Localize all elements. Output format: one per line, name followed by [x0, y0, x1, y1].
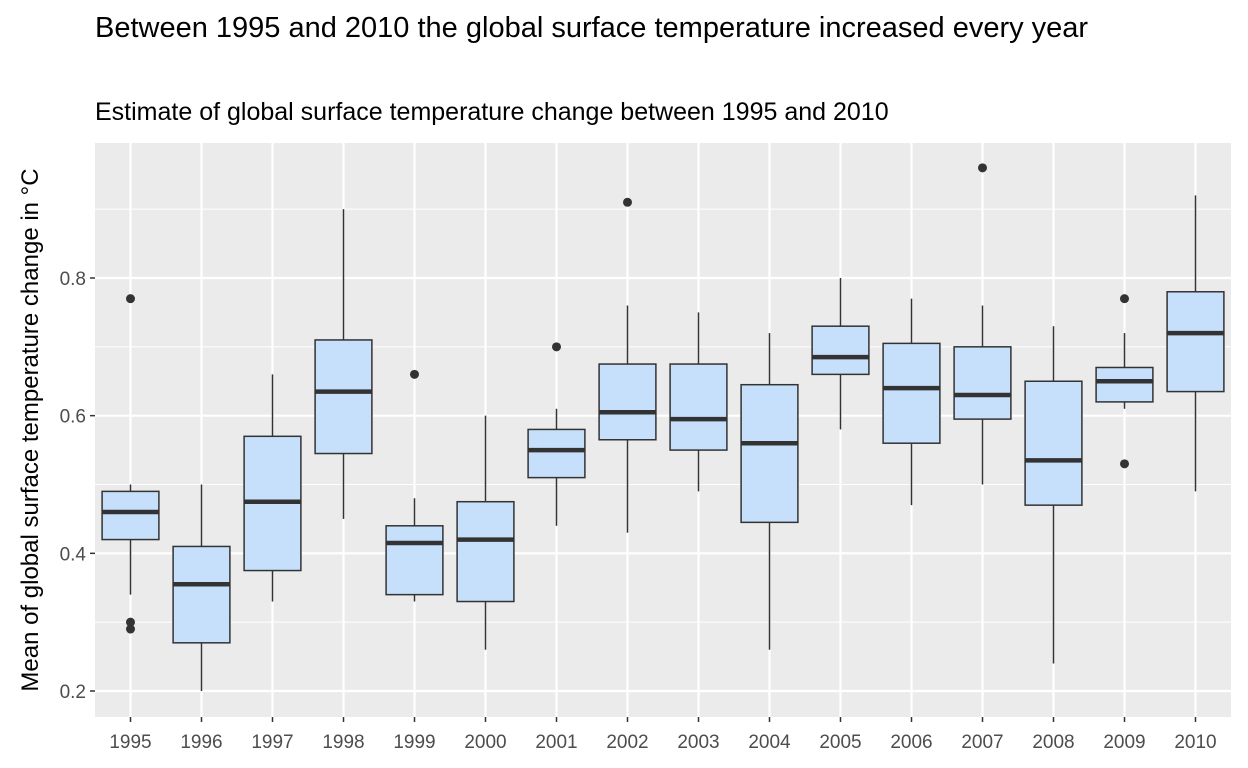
box-2005 — [811, 325, 870, 376]
x-tick-label: 2001 — [535, 732, 577, 753]
box-2007 — [953, 346, 1012, 420]
chart-subtitle: Estimate of global surface temperature c… — [95, 98, 889, 126]
box-2010 — [1166, 291, 1225, 393]
box-2003 — [669, 363, 728, 451]
box-2009 — [1095, 366, 1154, 403]
outlier-point — [410, 369, 419, 379]
outlier-point — [623, 197, 632, 207]
outlier-point — [978, 163, 987, 173]
box-1995 — [101, 490, 160, 541]
outlier-point — [1120, 459, 1129, 469]
box-1999 — [385, 525, 444, 596]
outlier-point — [126, 617, 135, 627]
box-2000 — [456, 500, 515, 603]
y-tick-label: 0.4 — [60, 544, 87, 565]
outlier-point — [552, 342, 561, 352]
x-tick-label: 2007 — [961, 732, 1003, 753]
x-tick-label: 2008 — [1032, 732, 1074, 753]
x-tick-label: 1995 — [109, 732, 151, 753]
y-tick-label: 0.8 — [60, 269, 86, 290]
x-tick-label: 2003 — [677, 732, 719, 753]
x-tick-label: 2000 — [464, 732, 506, 753]
x-tick-label: 2009 — [1103, 732, 1145, 753]
box-2004 — [740, 383, 799, 524]
x-tick-label: 2004 — [748, 732, 791, 753]
box-2002 — [598, 363, 657, 441]
outlier-point — [1120, 294, 1129, 304]
x-tick-label: 1998 — [322, 732, 364, 753]
box-1998 — [314, 339, 373, 455]
outlier-point — [126, 624, 135, 634]
x-tick-label: 1996 — [180, 732, 222, 753]
x-tick-label: 2006 — [890, 732, 932, 753]
outlier-point — [126, 294, 135, 304]
y-tick-label: 0.6 — [60, 407, 86, 428]
x-tick-label: 2005 — [819, 732, 861, 753]
x-tick-label: 2010 — [1174, 732, 1216, 753]
y-tick-label: 0.2 — [60, 682, 86, 703]
box-1996 — [172, 545, 231, 644]
chart-title: Between 1995 and 2010 the global surface… — [95, 12, 1089, 44]
x-tick-label: 1997 — [251, 732, 293, 753]
x-tick-label: 2002 — [606, 732, 648, 753]
box-2008 — [1024, 380, 1083, 506]
box-2001 — [527, 428, 586, 479]
box-2006 — [882, 342, 941, 444]
x-tick-label: 1999 — [393, 732, 435, 753]
